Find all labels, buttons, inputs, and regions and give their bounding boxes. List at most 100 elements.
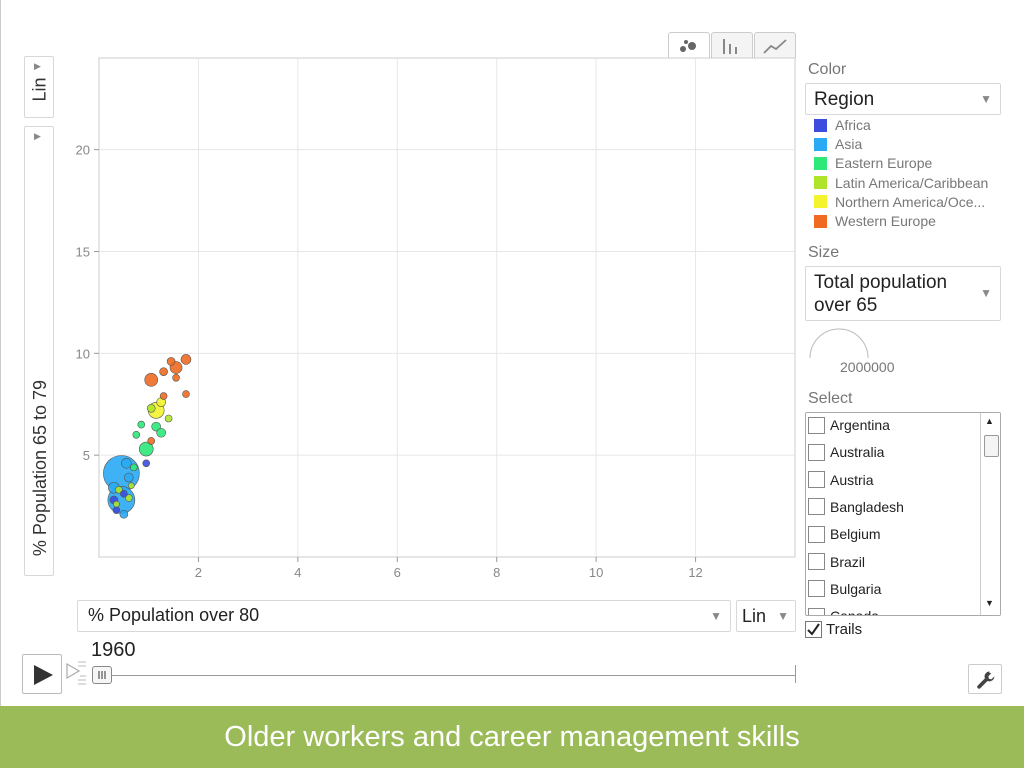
select-checkbox[interactable] xyxy=(808,607,825,615)
y-tick-label: 20 xyxy=(76,143,90,158)
select-checkbox[interactable] xyxy=(808,416,825,434)
color-selected: Region xyxy=(814,89,875,110)
select-item-label: Bangladesh xyxy=(830,498,904,515)
data-bubble xyxy=(147,437,155,445)
select-checkbox[interactable] xyxy=(808,471,825,489)
x-tick-label: 2 xyxy=(195,565,202,580)
legend-label: Africa xyxy=(835,117,871,133)
y-tick-label: 5 xyxy=(83,448,90,463)
data-bubble xyxy=(115,485,123,494)
year-label: 1960 xyxy=(91,639,136,661)
x-tick-label: 8 xyxy=(493,565,500,580)
speed-control[interactable] xyxy=(66,660,88,686)
select-item[interactable]: Argentina xyxy=(808,414,890,436)
y-tick-label: 10 xyxy=(76,346,90,361)
data-bubble xyxy=(138,441,154,457)
y-tick-label: 15 xyxy=(76,244,90,259)
size-scale-arc xyxy=(809,328,869,359)
select-item-label: Australia xyxy=(830,444,885,461)
legend-swatch xyxy=(814,118,827,132)
scroll-thumb[interactable] xyxy=(984,435,999,457)
x-axis-title: % Population over 80 xyxy=(88,605,260,625)
legend-swatch xyxy=(814,214,827,228)
y-scale-selector[interactable]: ▶ Lin xyxy=(24,56,54,118)
y-axis-selector[interactable]: ▶ % Population 65 to 79 xyxy=(24,126,54,576)
select-item[interactable]: Belgium xyxy=(808,523,881,545)
color-label: Color xyxy=(808,61,847,78)
data-bubble xyxy=(120,490,128,498)
select-item[interactable]: Bangladesh xyxy=(808,496,904,518)
data-bubble xyxy=(137,420,146,429)
x-scale-selector[interactable]: Lin ▼ xyxy=(736,600,796,632)
legend-item[interactable]: Asia xyxy=(814,135,1000,153)
data-bubble xyxy=(159,392,168,400)
select-item[interactable]: Bulgaria xyxy=(808,578,881,600)
select-item-label: Austria xyxy=(830,471,874,488)
x-scale-caret-icon: ▼ xyxy=(777,609,789,623)
data-bubble xyxy=(128,482,135,490)
select-checkbox[interactable] xyxy=(808,525,825,543)
bubble-chart: 2 4 6 8 10 12 5 10 15 20 xyxy=(76,57,796,580)
legend-item[interactable]: Eastern Europe xyxy=(814,154,1000,172)
select-list[interactable]: Argentina Australia Austria Bangladesh Belgi… xyxy=(805,412,1001,616)
size-label: Size xyxy=(808,244,840,261)
scroll-up-icon[interactable]: ▲ xyxy=(985,416,994,426)
size-selected-line2: over 65 xyxy=(814,295,878,316)
legend-item[interactable]: Africa xyxy=(814,116,1000,134)
select-checkbox[interactable] xyxy=(808,580,825,598)
legend-label: Latin America/Caribbean xyxy=(835,174,989,191)
select-item-label: Bulgaria xyxy=(830,580,882,597)
legend-swatch xyxy=(814,176,827,190)
legend-item[interactable]: Western Europe xyxy=(814,212,1000,230)
select-item-label: Brazil xyxy=(830,553,866,570)
play-button[interactable] xyxy=(22,654,62,694)
bar-chart-icon xyxy=(723,38,737,54)
bubble-chart-tab[interactable] xyxy=(668,32,710,58)
data-bubble xyxy=(180,354,192,365)
scroll-down-icon[interactable]: ▼ xyxy=(985,598,994,608)
select-item-label: Argentina xyxy=(830,417,890,433)
footer-title: Older workers and career management skil… xyxy=(224,720,800,753)
select-checkbox[interactable] xyxy=(808,553,825,570)
legend-swatch xyxy=(814,195,827,209)
checkmark-icon xyxy=(807,623,820,636)
legend-item[interactable]: Northern America/Oce... xyxy=(814,193,1000,211)
speed-icon xyxy=(66,661,86,685)
data-bubble xyxy=(132,430,141,439)
select-checkbox[interactable] xyxy=(808,498,825,516)
data-bubble xyxy=(146,404,156,413)
x-axis-selector[interactable]: % Population over 80 ▼ xyxy=(77,600,731,632)
settings-button[interactable] xyxy=(968,664,1002,694)
timeline-track[interactable] xyxy=(100,675,796,676)
line-chart-tab[interactable] xyxy=(754,32,796,58)
size-selector[interactable]: Total population over 65 ▼ xyxy=(805,266,1001,321)
select-item[interactable]: Canada xyxy=(808,605,879,615)
select-item[interactable]: Austria xyxy=(808,469,874,491)
x-tick-label: 4 xyxy=(294,565,301,580)
size-caret-icon: ▼ xyxy=(980,286,992,300)
data-bubble xyxy=(124,472,134,483)
select-item[interactable]: Brazil xyxy=(808,551,865,573)
data-bubble xyxy=(113,500,120,508)
legend-item[interactable]: Latin America/Caribbean xyxy=(814,174,1000,192)
size-scale-value: 2000000 xyxy=(840,359,895,375)
select-label: Select xyxy=(808,390,853,407)
select-checkbox[interactable] xyxy=(808,443,825,461)
color-selector[interactable]: Region ▼ xyxy=(805,83,1001,115)
x-scale-label: Lin xyxy=(742,606,767,626)
timeline-handle[interactable] xyxy=(92,666,112,684)
grip-icon xyxy=(98,671,106,679)
data-bubble xyxy=(159,367,168,376)
line-chart-icon xyxy=(763,38,787,54)
legend-label: Northern America/Oce... xyxy=(835,193,986,210)
left-edge-line xyxy=(0,0,1,706)
select-item[interactable]: Australia xyxy=(808,441,884,463)
legend-swatch xyxy=(814,156,827,170)
trails-checkbox[interactable] xyxy=(805,621,822,638)
select-scrollbar[interactable]: ▲ ▼ xyxy=(980,413,1000,615)
data-bubble xyxy=(182,390,190,398)
select-item-label: Canada xyxy=(830,608,879,615)
bar-chart-tab[interactable] xyxy=(711,32,753,58)
data-bubble xyxy=(156,427,166,438)
x-axis-caret-icon: ▼ xyxy=(710,609,722,623)
